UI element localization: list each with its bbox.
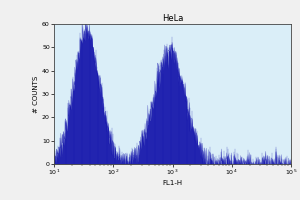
- Title: HeLa: HeLa: [162, 14, 183, 23]
- Y-axis label: # COUNTS: # COUNTS: [33, 75, 39, 113]
- X-axis label: FL1-H: FL1-H: [162, 180, 183, 186]
